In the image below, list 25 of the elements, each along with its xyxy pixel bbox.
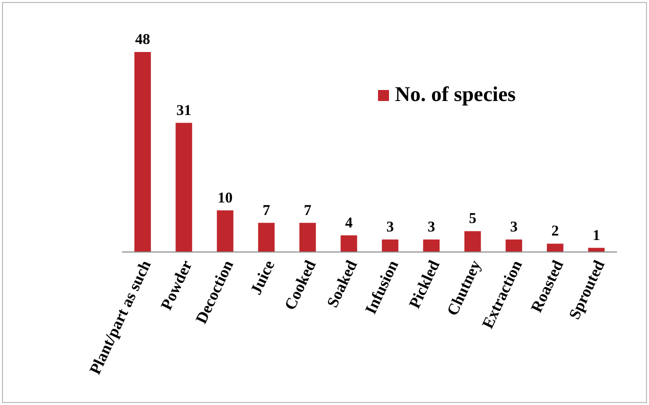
bar [423,240,440,252]
bar [382,240,398,252]
data-label: 3 [386,220,394,236]
bar [134,52,151,252]
bar [176,122,192,252]
data-label: 7 [262,202,271,219]
bar [464,231,481,252]
data-label: 1 [592,228,600,244]
bar [299,222,316,252]
bar [546,244,564,252]
bar [340,235,358,252]
bar [258,222,275,252]
data-label: 3 [510,220,518,236]
data-label: 48 [135,32,150,48]
legend-label: No. of species [395,82,516,106]
data-label: 3 [428,220,436,236]
data-label: 31 [176,102,192,119]
data-label: 4 [345,215,354,232]
x-tick-label: Juice [248,258,278,298]
data-label: 5 [468,211,476,228]
bar [216,210,234,252]
data-label: 2 [551,224,559,240]
data-label: 10 [218,190,233,206]
data-label: 7 [304,202,312,219]
bar [506,240,522,252]
